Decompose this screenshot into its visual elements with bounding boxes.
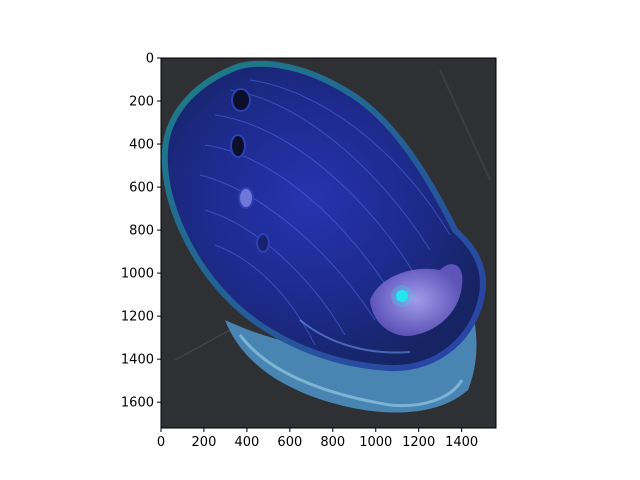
shell-growth-lines [199,79,451,346]
x-tick-label: 1400 [445,435,478,450]
pore [231,88,251,112]
y-tick-label: 200 [129,95,154,110]
x-tick-label: 200 [192,435,217,450]
shell-spire [370,264,463,336]
y-axis: 0 200 400 600 800 1000 1200 1400 1600 [121,52,161,411]
pore [238,187,254,209]
y-tick-label: 1000 [121,267,154,282]
x-axis: 0 200 400 600 800 1000 1200 1400 [157,428,478,450]
axes-frame [160,57,497,429]
y-tick-label: 1400 [121,353,154,368]
x-tick-label: 800 [320,435,345,450]
x-tick-label: 1000 [359,435,392,450]
shell-photo [161,58,496,428]
y-tick-label: 1200 [121,310,154,325]
spire-highlight [396,290,408,302]
x-tick-label: 400 [234,435,259,450]
pore [230,134,246,158]
y-tick-label: 400 [129,138,154,153]
y-tick-label: 0 [146,52,154,67]
x-tick-label: 600 [277,435,302,450]
x-tick-label: 0 [157,435,165,450]
pore [256,233,270,253]
shell-pores [230,88,270,253]
y-tick-label: 800 [129,224,154,239]
y-tick-label: 1600 [121,396,154,411]
x-tick-label: 1200 [402,435,435,450]
y-tick-label: 600 [129,181,154,196]
